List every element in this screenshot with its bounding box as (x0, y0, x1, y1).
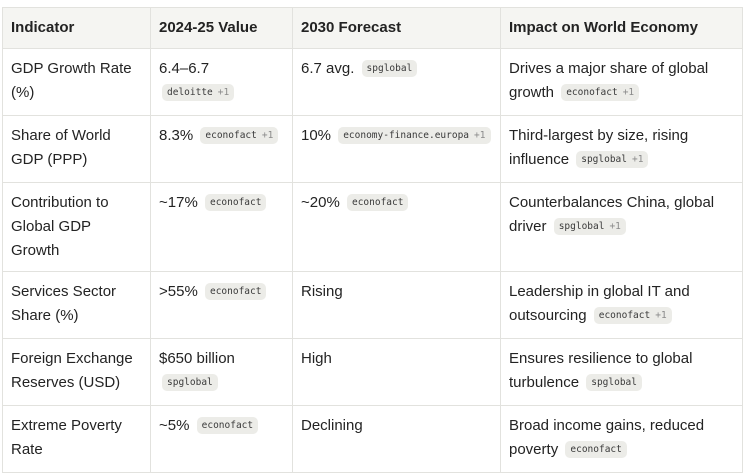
cell-text: Declining (301, 417, 363, 434)
cell-text: ~17% (159, 194, 198, 211)
cell-2024-25-value: ~17% econofact (150, 182, 293, 272)
source-name: deloitte (167, 87, 213, 98)
cell-text: 10% (301, 127, 332, 144)
source-name: spglobal (591, 377, 637, 388)
cell-indicator: Share of World GDP (PPP) (2, 115, 151, 183)
cell-2030-forecast: Declining (292, 405, 501, 473)
cell-indicator: Foreign Exchange Reserves (USD) (2, 338, 151, 406)
source-citation-chip[interactable]: econofact +1 (200, 127, 279, 144)
cell-impact: Leadership in global IT and outsourcing … (500, 271, 743, 339)
cell-2030-forecast: 6.7 avg. spglobal (292, 48, 501, 116)
cell-impact: Third-largest by size, rising influence … (500, 115, 743, 183)
cell-text: Counterbalances China, global driver (509, 194, 715, 235)
table-body: GDP Growth Rate (%) 6.4–6.7 deloitte +1 6.7… (2, 48, 743, 473)
cell-indicator: Services Sector Share (%) (2, 271, 151, 339)
table-row: Extreme Poverty Rate ~5% econofact Declini… (2, 405, 743, 473)
source-citation-chip[interactable]: deloitte +1 (162, 84, 235, 101)
cell-text: 6.7 avg. (301, 60, 355, 77)
source-citation-chip[interactable]: econofact (196, 417, 259, 434)
cell-text: Third-largest by size, rising influence (509, 127, 689, 168)
source-name: econofact (205, 130, 257, 141)
cell-text: ~20% (301, 194, 340, 211)
table-header-row: Indicator 2024-25 Value 2030 Forecast Im… (2, 7, 743, 49)
cell-impact: Counterbalances China, global driver spg… (500, 182, 743, 272)
source-citation-chip[interactable]: econofact +1 (593, 307, 672, 324)
table-row: Share of World GDP (PPP) 8.3% econofact +1… (2, 115, 743, 183)
source-citation-chip[interactable]: spglobal (361, 60, 418, 77)
more-sources-count: +1 (474, 130, 486, 141)
header-indicator: Indicator (2, 7, 151, 49)
cell-indicator: Extreme Poverty Rate (2, 405, 151, 473)
source-name: econofact (351, 197, 404, 208)
cell-2030-forecast: 10% economy-finance.europa +1 (292, 115, 501, 183)
more-sources-count: +1 (261, 130, 274, 141)
cell-2024-25-value: 8.3% econofact +1 (150, 115, 293, 183)
more-sources-count: +1 (217, 87, 230, 98)
cell-text: Drives a major share of global growth (509, 60, 709, 101)
cell-indicator: GDP Growth Rate (%) (2, 48, 151, 116)
source-citation-chip[interactable]: econofact (565, 441, 627, 458)
cell-text: Broad income gains, reduced poverty (509, 417, 705, 458)
source-name: spglobal (581, 154, 627, 165)
source-citation-chip[interactable]: economy-finance.europa +1 (338, 127, 491, 144)
source-name: econofact (209, 286, 262, 297)
source-name: spglobal (167, 377, 213, 388)
table-row: Foreign Exchange Reserves (USD) $650 bill… (2, 338, 743, 406)
cell-text: Leadership in global IT and outsourcing (509, 283, 690, 324)
cell-text: 6.4–6.7 (159, 60, 210, 77)
source-citation-chip[interactable]: spglobal +1 (553, 218, 626, 235)
more-sources-count: +1 (622, 87, 635, 98)
cell-2024-25-value: 6.4–6.7 deloitte +1 (150, 48, 293, 116)
cell-impact: Drives a major share of global growth ec… (500, 48, 743, 116)
source-citation-chip[interactable]: econofact (346, 194, 409, 211)
cell-2024-25-value: $650 billion spglobal (150, 338, 293, 406)
table-row: Services Sector Share (%) >55% econofact R… (2, 271, 743, 339)
cell-2030-forecast: Rising (292, 271, 501, 339)
more-sources-count: +1 (609, 221, 621, 232)
header-2030-forecast: 2030 Forecast (292, 7, 501, 49)
cell-text: ~5% (159, 417, 190, 434)
cell-2024-25-value: ~5% econofact (150, 405, 293, 473)
cell-impact: Broad income gains, reduced poverty econ… (500, 405, 743, 473)
cell-impact: Ensures resilience to global turbulence … (500, 338, 743, 406)
table-row: Contribution to Global GDP Growth ~17% ec… (2, 182, 743, 272)
header-impact: Impact on World Economy (500, 7, 743, 49)
source-name: econofact (598, 310, 651, 321)
cell-text: >55% (159, 283, 198, 300)
more-sources-count: +1 (631, 154, 644, 165)
source-citation-chip[interactable]: spglobal +1 (576, 151, 649, 168)
cell-text: 8.3% (159, 127, 194, 144)
source-name: economy-finance.europa (343, 130, 470, 141)
cell-text: Rising (301, 283, 343, 300)
indicator-table: Indicator 2024-25 Value 2030 Forecast Im… (2, 7, 743, 473)
header-2024-25-value: 2024-25 Value (150, 7, 293, 49)
cell-text: Ensures resilience to global turbulence (509, 350, 693, 391)
source-citation-chip[interactable]: spglobal (586, 374, 642, 391)
cell-text: High (301, 350, 332, 367)
source-name: econofact (201, 420, 254, 431)
source-citation-chip[interactable]: spglobal (162, 374, 218, 391)
more-sources-count: +1 (655, 310, 667, 321)
cell-text: $650 billion (159, 350, 235, 367)
table-row: GDP Growth Rate (%) 6.4–6.7 deloitte +1 6.7… (2, 48, 743, 116)
cell-2024-25-value: >55% econofact (150, 271, 293, 339)
cell-2030-forecast: ~20% econofact (292, 182, 501, 272)
source-name: spglobal (558, 221, 605, 232)
indicator-table-container: Indicator 2024-25 Value 2030 Forecast Im… (2, 7, 743, 473)
source-citation-chip[interactable]: econofact (204, 283, 267, 300)
source-name: spglobal (366, 63, 413, 74)
source-citation-chip[interactable]: econofact +1 (561, 84, 640, 101)
cell-2030-forecast: High (292, 338, 501, 406)
source-name: econofact (566, 87, 618, 98)
cell-indicator: Contribution to Global GDP Growth (2, 182, 151, 272)
source-citation-chip[interactable]: econofact (204, 194, 267, 211)
source-name: econofact (209, 197, 262, 208)
source-name: econofact (570, 444, 622, 455)
